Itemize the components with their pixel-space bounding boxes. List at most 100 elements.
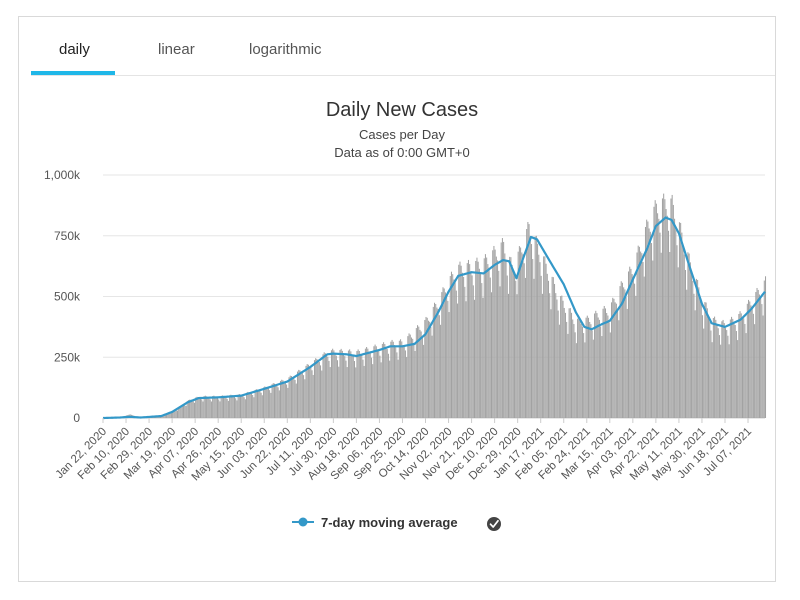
daily-cases-bar (535, 235, 537, 418)
legend-label[interactable]: 7-day moving average (321, 515, 458, 530)
daily-cases-bar (711, 342, 713, 418)
daily-cases-bar (254, 390, 256, 418)
daily-cases-bar (179, 406, 181, 418)
daily-cases-bar (624, 289, 626, 418)
daily-cases-bar (754, 324, 756, 418)
daily-cases-bar (619, 286, 621, 418)
daily-cases-bar (521, 252, 523, 418)
daily-cases-bar (569, 308, 571, 418)
daily-cases-bar (589, 321, 591, 418)
legend[interactable]: 7-day moving average (292, 515, 501, 531)
daily-cases-bar (409, 334, 411, 418)
checkmark-circle-icon[interactable] (487, 517, 501, 531)
daily-cases-bar (195, 397, 197, 418)
daily-cases-bar (630, 268, 632, 418)
daily-cases-bar (638, 246, 640, 418)
daily-cases-bar (522, 254, 524, 418)
daily-cases-bar (248, 392, 250, 418)
daily-cases-bar (598, 319, 600, 418)
daily-cases-bar (324, 353, 326, 418)
daily-cases-bar (449, 276, 451, 418)
daily-cases-bar (318, 362, 320, 418)
daily-cases-bar (574, 332, 576, 418)
daily-cases-bar (385, 347, 387, 418)
daily-cases-bar (256, 389, 259, 418)
daily-cases-bar (490, 292, 493, 418)
tab-linear[interactable]: linear (158, 41, 195, 58)
daily-cases-bar (526, 229, 528, 418)
daily-cases-bar (467, 259, 469, 418)
daily-cases-bar (197, 397, 199, 418)
daily-cases-bar (652, 260, 654, 418)
daily-cases-bar (413, 343, 415, 418)
daily-cases-bar (518, 246, 520, 418)
daily-cases-bar (507, 293, 509, 418)
daily-cases-bar (360, 353, 362, 418)
daily-cases-bar (387, 353, 389, 418)
daily-cases-bar (383, 342, 385, 418)
daily-cases-bar (560, 296, 562, 418)
tab-daily[interactable]: daily (59, 41, 90, 58)
daily-cases-bar (153, 417, 155, 418)
daily-cases-bar (357, 349, 359, 418)
daily-cases-bar (580, 323, 582, 418)
daily-cases-bar (609, 332, 611, 418)
daily-cases-bar (623, 287, 625, 418)
daily-cases-bar (718, 335, 720, 418)
daily-cases-bar (463, 276, 465, 418)
daily-cases-bar (290, 376, 292, 418)
daily-cases-bar (641, 253, 643, 418)
daily-cases-bar (607, 315, 609, 418)
daily-cases-bar (493, 245, 495, 418)
daily-cases-bar (505, 261, 507, 418)
daily-cases-bar (655, 203, 657, 418)
daily-cases-bar (450, 271, 452, 418)
daily-cases-bar (429, 321, 431, 418)
daily-cases-bar (703, 328, 705, 418)
daily-cases-bar (442, 287, 444, 418)
daily-cases-bar (288, 377, 290, 418)
daily-cases-bar (196, 396, 198, 418)
daily-cases-bar (464, 286, 466, 418)
daily-cases-bar (457, 303, 459, 418)
daily-cases-bar (339, 350, 341, 418)
daily-cases-bar (299, 370, 301, 418)
daily-cases-bar (221, 395, 223, 418)
daily-cases-bar (315, 358, 317, 418)
daily-cases-bar (765, 276, 767, 418)
daily-cases-bar (648, 228, 650, 418)
daily-cases-bar (515, 280, 517, 418)
daily-cases-bar (258, 390, 260, 418)
daily-cases-bar (192, 401, 194, 418)
daily-cases-bar (739, 311, 741, 418)
daily-cases-bar (284, 382, 286, 418)
daily-cases-bar (483, 258, 485, 418)
daily-cases-bar (614, 302, 616, 418)
daily-cases-bar (625, 296, 627, 418)
daily-cases-bar (230, 394, 232, 418)
daily-cases-bar (680, 222, 682, 418)
daily-cases-bar (203, 396, 205, 418)
daily-cases-bar (744, 323, 746, 418)
daily-cases-bar (695, 278, 697, 418)
daily-cases-bar (255, 389, 257, 418)
daily-cases-bar (305, 365, 307, 418)
daily-cases-bar (213, 395, 215, 418)
daily-cases-bar (635, 295, 637, 418)
daily-cases-bar (760, 296, 762, 418)
daily-cases-bar (676, 245, 678, 418)
y-tick-label: 0 (73, 411, 80, 425)
daily-cases-bar (286, 384, 288, 418)
daily-cases-bar (426, 317, 428, 418)
daily-cases-bar (686, 289, 688, 418)
tab-logarithmic[interactable]: logarithmic (249, 41, 322, 58)
daily-cases-bar (660, 252, 662, 418)
daily-cases-bar (295, 383, 297, 418)
chart-panel: daily linear logarithmic (18, 16, 776, 582)
daily-cases-bar (749, 301, 751, 418)
daily-cases-bar (524, 277, 526, 418)
daily-cases-bar (584, 342, 586, 418)
daily-cases-bar (242, 395, 244, 418)
daily-cases-bar (340, 348, 342, 418)
daily-cases-bar (666, 215, 668, 418)
